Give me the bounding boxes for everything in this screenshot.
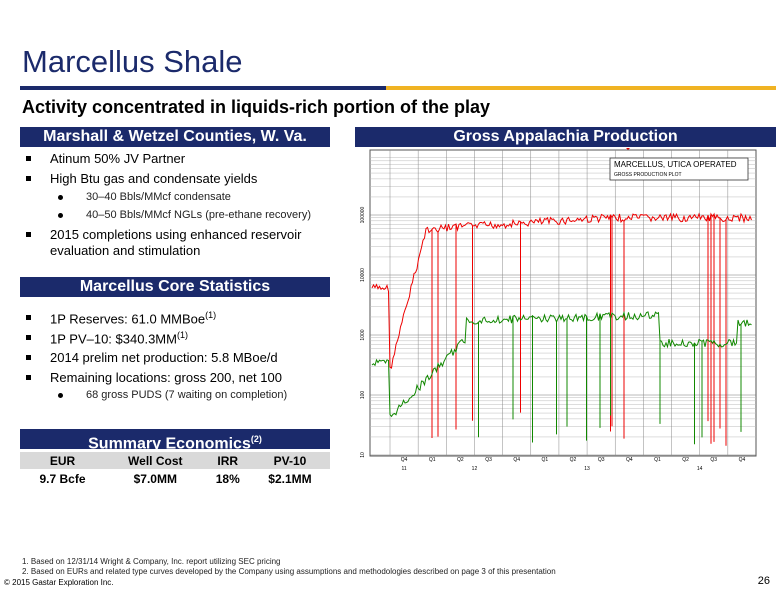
sub-bullet: 68 gross PUDS (7 waiting on completion) — [57, 389, 288, 401]
production-line — [371, 310, 752, 445]
column-header: IRR — [217, 453, 239, 468]
year-label: 14 — [697, 466, 703, 472]
bullet-text: Atinum 50% JV Partner — [50, 151, 186, 166]
footnote-ref: (1) — [205, 310, 217, 320]
section-heading: Summary Economics(2) — [20, 429, 330, 453]
y-label: 100000 — [360, 206, 366, 223]
sub-bullet-text: 30–40 Bbls/MMcf condensate — [86, 191, 231, 203]
marker — [626, 148, 630, 150]
rule-gold — [386, 86, 776, 90]
bullet: Atinum 50% JV Partner — [25, 151, 186, 166]
footnotes: 1. Based on 12/31/14 Wright & Company, I… — [22, 557, 556, 577]
section-heading: Marcellus Core Statistics — [20, 277, 330, 297]
footnote: 2. Based on EURs and related type curves… — [22, 567, 556, 576]
year-label: 11 — [401, 466, 406, 472]
x-label: Q4 — [401, 457, 408, 463]
x-label: Q1 — [542, 457, 549, 463]
production-plot: MARCELLUS, UTICA OPERATED GROSS PRODUCTI… — [360, 148, 757, 472]
column-header: EUR — [49, 453, 76, 468]
section-heading: Gross Appalachia Production — [355, 127, 776, 147]
title: Marcellus Shale — [22, 44, 243, 79]
section-heading: Marshall & Wetzel Counties, W. Va. — [20, 127, 330, 147]
bullet: High Btu gas and condensate yields — [25, 171, 258, 186]
lines — [371, 212, 752, 446]
cell: $7.0MM — [133, 471, 177, 486]
column-header: Well Cost — [128, 453, 183, 468]
footnote: 1. Based on 12/31/14 Wright & Company, I… — [22, 557, 281, 566]
x-label: Q4 — [626, 457, 633, 463]
legend-box — [609, 157, 749, 181]
x-label: Q4 — [739, 457, 746, 463]
y-label: 1000 — [360, 329, 366, 340]
column-header: PV-10 — [273, 453, 307, 468]
x-label: Q4 — [513, 457, 520, 463]
year-label: 12 — [472, 466, 478, 472]
x-label: Q3 — [710, 457, 717, 463]
axis-labels: Q4 Q1 Q2 Q3 Q4 Q1 Q2 Q3 Q4 Q1 Q2 Q3 Q4 11 12 13 14 10 100 1… — [360, 206, 745, 472]
bullet-text: 1P PV–10: $340.3MM — [50, 331, 177, 347]
bullet: 1P PV–10: $340.3MM(1) — [26, 330, 188, 347]
legend-text: MARCELLUS, UTICA OPERATED — [614, 160, 737, 169]
cell: 9.7 Bcfe — [39, 471, 86, 486]
production-line — [371, 212, 752, 446]
y-label: 100 — [360, 391, 366, 400]
plot-frame — [369, 149, 757, 457]
footnote-ref: (1) — [176, 330, 188, 340]
rule-navy — [20, 86, 386, 90]
y-label: 10 — [360, 452, 366, 458]
x-label: Q1 — [429, 457, 436, 463]
bullet-text: High Btu gas and condensate yields — [50, 171, 258, 186]
copyright: © 2015 Gastar Exploration Inc. — [4, 578, 114, 587]
bullet: 2014 prelim net production: 5.8 MBoe/d — [26, 350, 278, 365]
sub-bullet: 40–50 Bbls/MMcf NGLs (pre-ethane recover… — [58, 209, 311, 221]
x-label: Q2 — [457, 457, 464, 463]
sub-bullet: 30–40 Bbls/MMcf condensate — [58, 191, 231, 203]
bullet-text: 2014 prelim net production: 5.8 MBoe/d — [50, 350, 278, 365]
cell: 18% — [215, 471, 240, 486]
bullet: 1P Reserves: 61.0 MMBoe(1) — [25, 310, 217, 327]
cell: $2.1MM — [268, 471, 312, 486]
bullet-text: 1P Reserves: 61.0 MMBoe — [50, 311, 206, 327]
sub-bullet-text: 40–50 Bbls/MMcf NGLs (pre-ethane recover… — [86, 209, 311, 221]
x-label: Q1 — [654, 457, 661, 463]
footnote-ref: (2) — [250, 434, 262, 444]
x-label: Q2 — [682, 457, 689, 463]
bullet: Remaining locations: gross 200, net 100 — [26, 370, 282, 385]
y-label: 10000 — [360, 268, 366, 282]
x-label: Q3 — [485, 457, 492, 463]
x-label: Q2 — [570, 457, 577, 463]
sub-bullet-text: 68 gross PUDS (7 waiting on completion) — [86, 389, 288, 401]
bullet: 2015 completions using enhanced reservoi… — [26, 227, 330, 259]
grid — [370, 150, 756, 456]
subtitle: Activity concentrated in liquids-rich po… — [22, 97, 491, 117]
x-label: Q3 — [598, 457, 605, 463]
bullet-text: Remaining locations: gross 200, net 100 — [50, 370, 282, 385]
bullet-text: 2015 completions using enhanced reservoi… — [50, 227, 302, 258]
heading-text: Summary Economics — [88, 435, 251, 453]
economics-table: EUR Well Cost IRR PV-10 9.7 Bcfe $7.0MM 18% $2… — [20, 452, 330, 488]
page-number: 26 — [757, 575, 770, 587]
year-label: 13 — [584, 466, 590, 472]
legend-text: GROSS PRODUCTION PLOT — [614, 172, 682, 178]
